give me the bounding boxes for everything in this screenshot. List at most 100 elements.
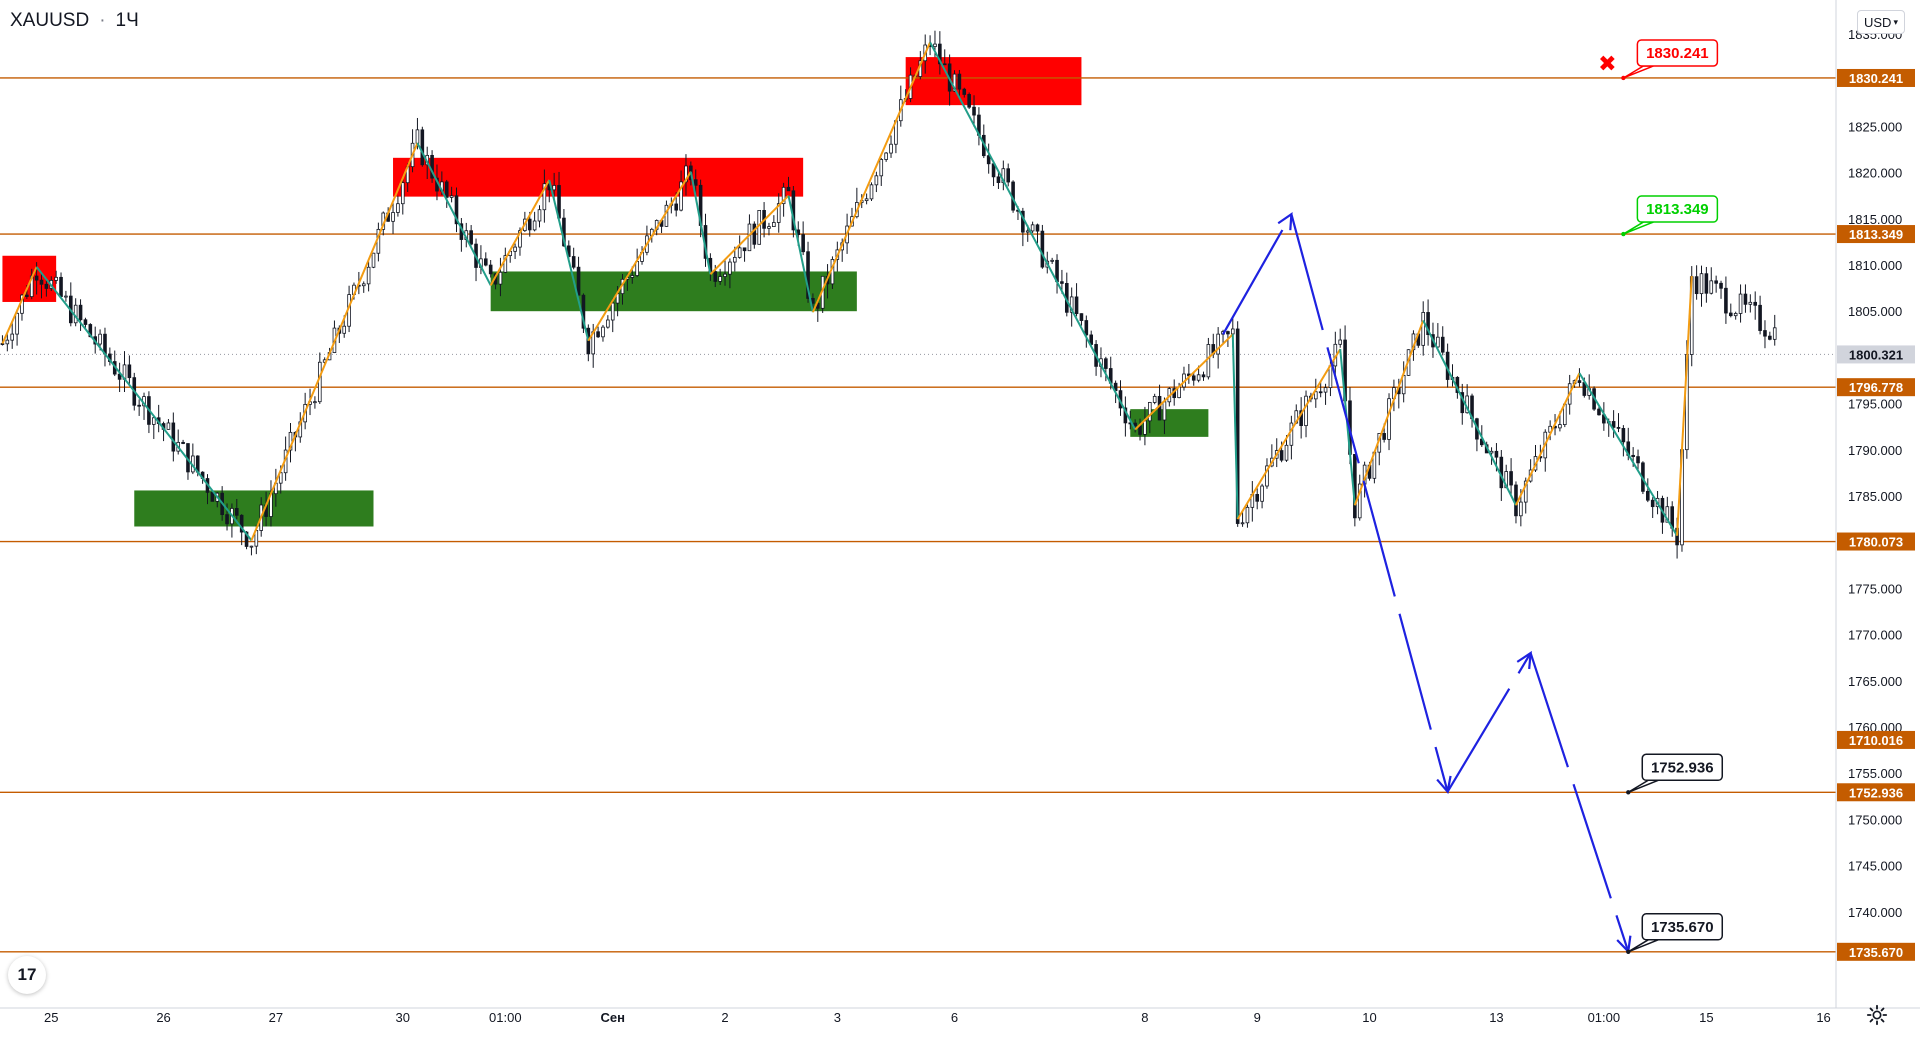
time-tick-label: 9 <box>1254 1010 1261 1025</box>
candle-body <box>1494 450 1499 458</box>
price-tick-label: 1770.000 <box>1848 628 1902 643</box>
candle-body <box>1611 421 1616 428</box>
candle-body <box>1162 401 1167 421</box>
candle-body <box>630 275 635 278</box>
currency-selector[interactable]: USD ▾ <box>1857 10 1905 34</box>
zigzag-up-segment <box>1515 372 1581 506</box>
candle-body <box>967 94 971 108</box>
time-tick-label: 30 <box>396 1010 410 1025</box>
candle-body <box>1328 365 1333 389</box>
candle-body <box>1201 374 1206 378</box>
candle-body <box>1074 296 1079 315</box>
candle-body <box>361 283 366 287</box>
zigzag-up-segment <box>1 266 38 344</box>
candle-body <box>1260 485 1264 502</box>
price-tick-label: 1750.000 <box>1848 812 1902 827</box>
candle-body <box>938 43 942 65</box>
candle-body <box>483 258 488 266</box>
price-tick-label: 1775.000 <box>1848 581 1902 596</box>
candle-body <box>1138 425 1142 435</box>
callout-pointer <box>1622 221 1654 235</box>
level-price-tag-text: 1813.349 <box>1849 227 1903 242</box>
zigzag-down-segment <box>1231 334 1239 520</box>
time-tick-label: 8 <box>1141 1010 1148 1025</box>
level-price-tag-text: 1796.778 <box>1849 380 1903 395</box>
candle-body <box>693 179 698 186</box>
time-tick-label: 26 <box>156 1010 170 1025</box>
price-tick-label: 1785.000 <box>1848 489 1902 504</box>
candle-body <box>1772 327 1777 340</box>
candle-body <box>874 175 879 186</box>
candle-body <box>1152 396 1157 403</box>
candles-layer <box>0 30 1777 559</box>
time-tick-label: 16 <box>1816 1010 1830 1025</box>
candle-body <box>1279 450 1284 461</box>
price-tick-label: 1820.000 <box>1848 166 1902 181</box>
candle-body <box>1558 424 1562 429</box>
current-price-tag-text: 1800.321 <box>1849 347 1903 362</box>
candle-body <box>420 129 425 166</box>
candle-body <box>972 106 976 116</box>
level-price-tag-text: 1752.936 <box>1849 785 1903 800</box>
callout-pointer <box>1627 779 1659 793</box>
candle-body <box>171 422 176 452</box>
callout-label: 1813.349 <box>1646 201 1709 218</box>
price-tick-label: 1815.000 <box>1848 212 1902 227</box>
candle-body <box>1084 320 1089 336</box>
time-tick-label: 15 <box>1699 1010 1713 1025</box>
candle-body <box>1724 287 1728 314</box>
candle-body <box>449 195 454 198</box>
candle-body <box>1719 282 1723 289</box>
price-tick-label: 1745.000 <box>1848 859 1902 874</box>
candle-body <box>952 73 957 92</box>
zigzag-up-segment <box>709 194 790 275</box>
candle-body <box>933 43 937 48</box>
price-tick-label: 1740.000 <box>1848 905 1902 920</box>
candle-body <box>884 152 888 160</box>
time-tick-label: 10 <box>1362 1010 1376 1025</box>
zigzag-down-segment <box>1422 319 1517 506</box>
forecast-segment <box>1290 213 1449 792</box>
time-tick-label: 13 <box>1489 1010 1503 1025</box>
candle-body <box>39 279 44 285</box>
candle-body <box>1704 273 1709 294</box>
price-axis[interactable]: 1835.0001830.0001825.0001820.0001815.000… <box>1835 0 1915 1008</box>
candle-body <box>1226 331 1230 335</box>
candle-body <box>1763 330 1767 337</box>
time-tick-label: 25 <box>44 1010 58 1025</box>
zigzag-up-segment <box>1676 276 1693 536</box>
zigzag-up-segment <box>1236 348 1342 520</box>
tradingview-logo-icon[interactable]: 17 <box>8 956 46 994</box>
candle-body <box>1196 374 1201 381</box>
callout-label: 1830.241 <box>1646 45 1709 62</box>
candle-body <box>1050 259 1054 262</box>
time-axis[interactable]: 25 26 27 30 01:00 Сен 2 3 6 8 9 10 13 01:00 15 16 <box>0 1007 1920 1025</box>
candle-body <box>737 247 742 258</box>
candle-body <box>1245 506 1250 524</box>
candle-body <box>1665 506 1670 523</box>
candle-body <box>1289 422 1294 446</box>
currency-label: USD <box>1864 14 1892 30</box>
forecast-segment <box>1446 652 1532 793</box>
candle-body <box>537 209 542 222</box>
symbol-header[interactable]: XAUUSD · 1Ч <box>10 10 139 32</box>
candle-body <box>25 294 29 297</box>
candle-body <box>54 276 58 281</box>
candle-body <box>1143 420 1147 435</box>
candle-body <box>786 186 791 192</box>
candle-body <box>1650 499 1655 508</box>
candle-body <box>1631 454 1635 458</box>
time-tick-label: 01:00 <box>489 1010 522 1025</box>
gear-icon[interactable] <box>1866 1004 1888 1026</box>
zigzag-up-segment <box>587 171 692 342</box>
zigzag-down-segment <box>35 266 253 541</box>
candle-body <box>1509 471 1513 486</box>
interval-label[interactable]: 1Ч <box>115 10 139 31</box>
forecast-layer <box>1222 211 1632 954</box>
candle-body <box>1284 444 1289 461</box>
zigzag-up-segment <box>489 179 551 286</box>
demand-zone <box>490 271 857 312</box>
candle-body <box>181 441 185 444</box>
candle-body <box>679 181 683 211</box>
